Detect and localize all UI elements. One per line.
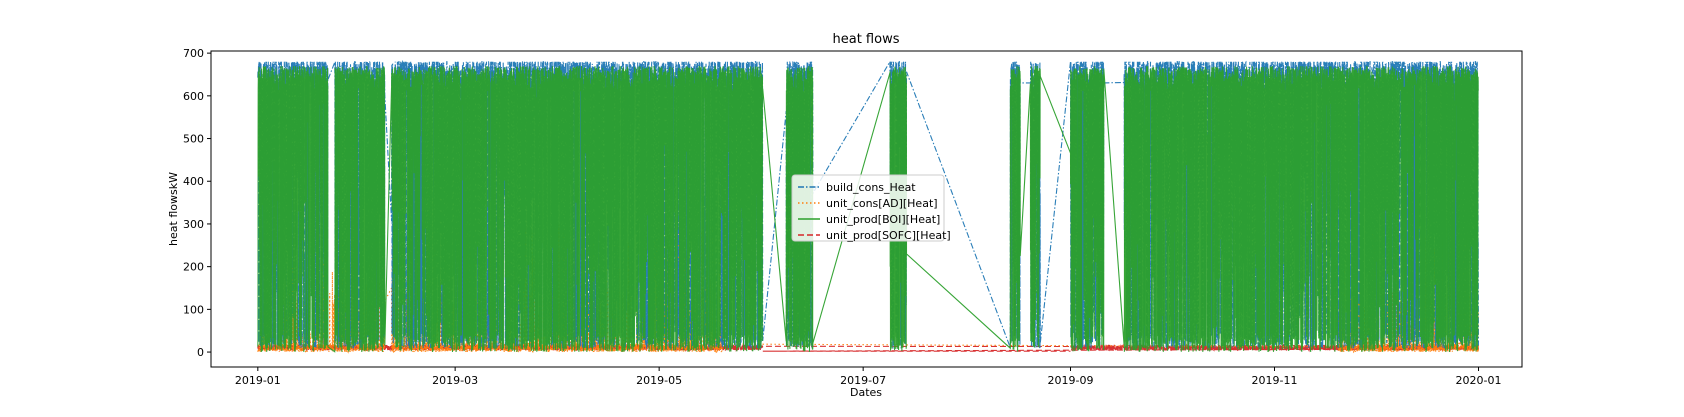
- legend-label: unit_prod[SOFC][Heat]: [826, 229, 951, 242]
- x-tick-label: 2019-07: [840, 374, 886, 387]
- x-tick-label: 2019-09: [1048, 374, 1094, 387]
- y-tick-label: 500: [183, 133, 204, 146]
- y-axis: 0 100 200 300 400 500 600 700: [183, 47, 211, 359]
- x-tick-label: 2019-03: [432, 374, 478, 387]
- x-tick-label: 2020-01: [1456, 374, 1502, 387]
- x-tick-label: 2019-05: [636, 374, 682, 387]
- x-tick-label: 2019-01: [235, 374, 281, 387]
- x-tick-label: 2019-11: [1252, 374, 1298, 387]
- y-tick-label: 400: [183, 175, 204, 188]
- chart-title: heat flows: [833, 32, 900, 47]
- series-3: [257, 65, 1479, 353]
- y-tick-label: 700: [183, 47, 204, 60]
- y-tick-label: 300: [183, 218, 204, 231]
- legend-box: [791, 174, 945, 242]
- data-layer: [257, 59, 1480, 354]
- legend-label: build_cons_Heat: [826, 181, 916, 194]
- legend-label: unit_prod[BOI][Heat]: [826, 213, 940, 226]
- x-axis: 2019-01 2019-03 2019-05 2019-07 2019-09 2019-…: [235, 367, 1502, 387]
- legend: build_cons_Heat unit_cons[AD][Heat] unit_p…: [791, 174, 951, 242]
- plot-frame: [210, 50, 1523, 368]
- x-axis-label: Dates: [850, 386, 882, 399]
- series-line: [257, 65, 1479, 353]
- y-tick-label: 200: [183, 261, 204, 274]
- y-tick-label: 100: [183, 303, 204, 316]
- legend-label: unit_cons[AD][Heat]: [826, 197, 938, 210]
- y-tick-label: 600: [183, 90, 204, 103]
- y-axis-label: heat flowskW: [167, 172, 180, 246]
- y-tick-label: 0: [197, 346, 204, 359]
